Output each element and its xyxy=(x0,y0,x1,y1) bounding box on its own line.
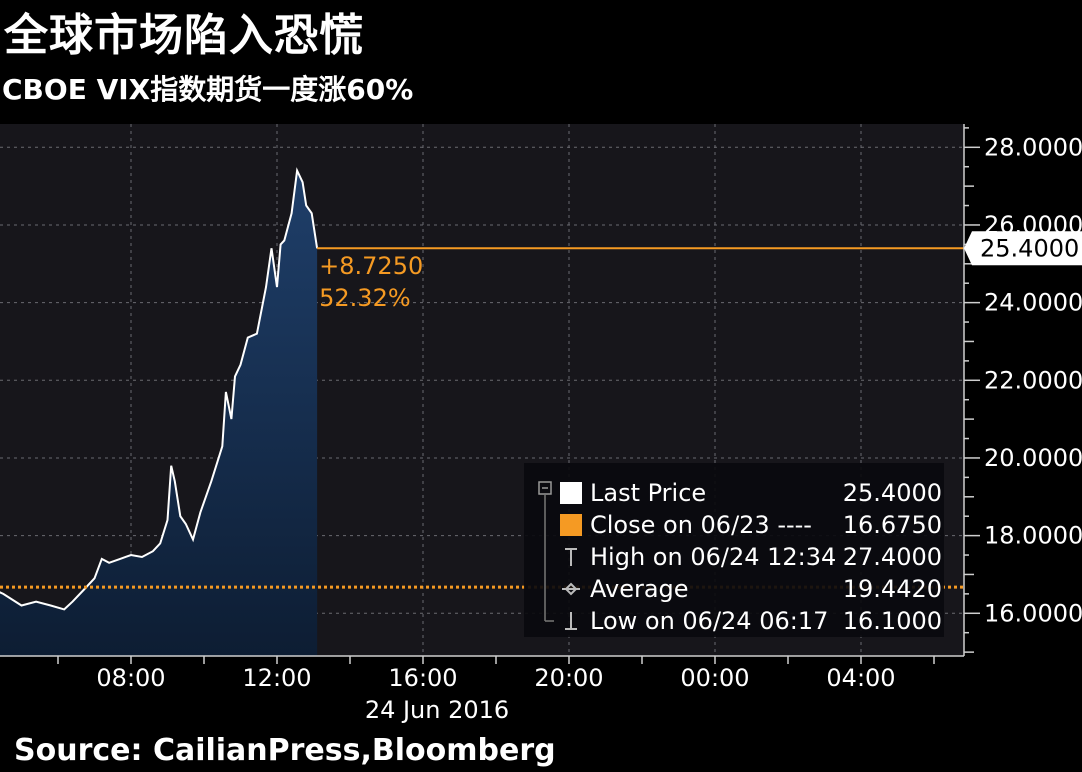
x-tick-label: 16:00 xyxy=(388,664,457,692)
legend-item-last-price: Last Price 25.4000 xyxy=(524,477,944,509)
legend-label: Average xyxy=(590,575,689,603)
legend-label: Last Price xyxy=(590,479,707,507)
x-tick-label: 12:00 xyxy=(242,664,311,692)
y-tick-label: 22.0000 xyxy=(984,366,1082,394)
legend-value: 16.6750 xyxy=(842,511,942,539)
change-percent-annotation: 52.32% xyxy=(319,284,411,312)
high-marker-icon xyxy=(565,548,577,566)
x-tick-label: 04:00 xyxy=(826,664,895,692)
y-tick-label: 28.0000 xyxy=(984,133,1082,161)
x-axis: 08:00 12:00 16:00 20:00 00:00 04:00 24 Jun 201… xyxy=(0,655,964,724)
legend-orange-square-icon xyxy=(560,514,582,536)
legend-label: Close on 06/23 ---- xyxy=(590,511,812,539)
chart-title: 全球市场陷入恐慌 xyxy=(4,10,364,61)
y-tick-label: 24.0000 xyxy=(984,289,1082,317)
legend: Last Price 25.4000 Close on 06/23 ---- 1… xyxy=(524,463,944,637)
legend-item-average: Average 19.4420 xyxy=(524,573,944,605)
legend-value: 27.4000 xyxy=(842,543,942,571)
legend-item-close: Close on 06/23 ---- 16.6750 xyxy=(524,509,944,541)
low-marker-icon xyxy=(565,612,577,630)
last-price-tag xyxy=(972,231,1082,266)
price-area xyxy=(0,167,319,656)
y-tick-label: 18.0000 xyxy=(984,522,1082,550)
price-area-fill xyxy=(0,170,318,656)
reference-lines xyxy=(0,247,964,589)
legend-value: 19.4420 xyxy=(842,575,942,603)
last-price-tag-arrow xyxy=(964,231,972,266)
last-price-tag-label: 25.4000 xyxy=(980,234,1079,262)
y-tick-label: 20.0000 xyxy=(984,444,1082,472)
annotations: +8.7250 52.32% xyxy=(319,252,423,312)
y-axis: 16.000018.000020.000022.000024.000026.00… xyxy=(963,124,1082,656)
chart-subtitle: CBOE VIX指数期货一度涨60% xyxy=(2,73,414,106)
source-caption: Source: CailianPress,Bloomberg xyxy=(14,733,556,768)
legend-tree-icon xyxy=(538,481,554,622)
legend-value: 16.1000 xyxy=(842,607,942,635)
x-tick-label: 00:00 xyxy=(680,664,749,692)
legend-white-square-icon xyxy=(560,482,582,504)
x-tick-label: 20:00 xyxy=(534,664,603,692)
x-date-label: 24 Jun 2016 xyxy=(365,696,509,724)
change-annotation: +8.7250 xyxy=(319,252,423,280)
legend-label: High on 06/24 12:34 xyxy=(590,543,837,571)
x-tick-label: 08:00 xyxy=(96,664,165,692)
legend-item-high: High on 06/24 12:34 27.4000 xyxy=(524,541,944,573)
last-price-line xyxy=(0,167,319,611)
legend-item-low: Low on 06/24 06:17 16.1000 xyxy=(524,605,944,637)
legend-label: Low on 06/24 06:17 xyxy=(590,607,829,635)
y-tick-label: 16.0000 xyxy=(984,599,1082,627)
average-marker-icon xyxy=(562,582,580,596)
legend-value: 25.4000 xyxy=(842,479,942,507)
